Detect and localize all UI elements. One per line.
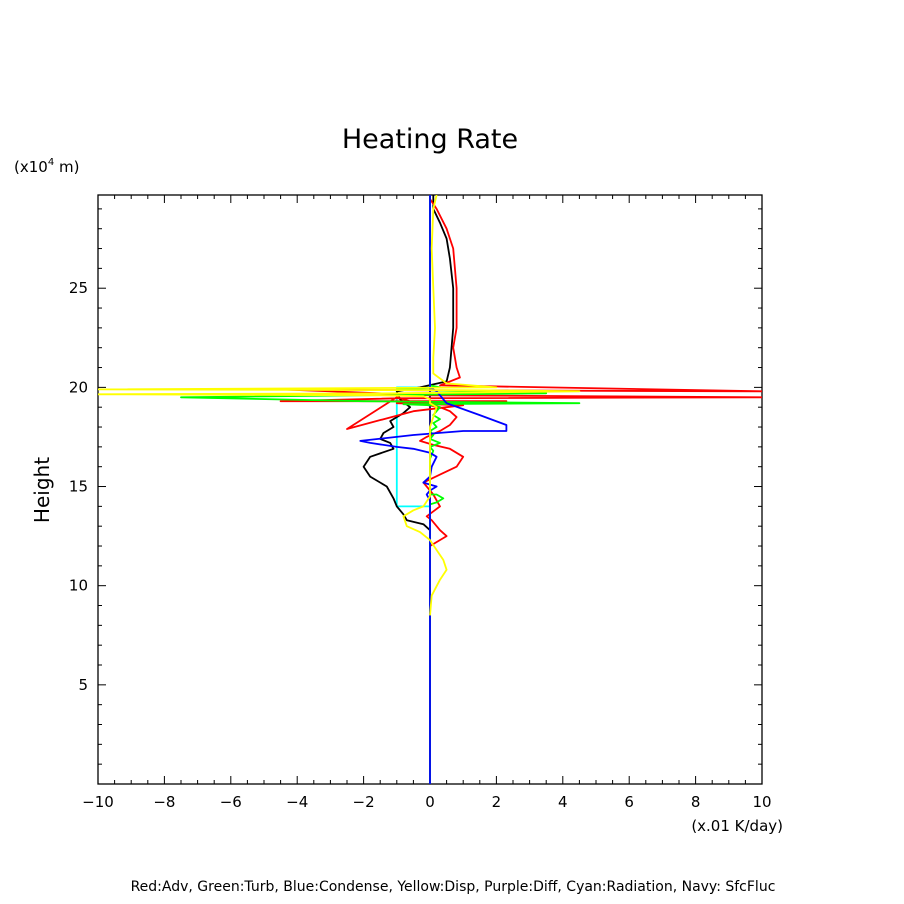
- x-tick-label: 6: [624, 793, 634, 811]
- series-line-turb: [180, 195, 581, 784]
- x-tick-label: −2: [353, 793, 375, 811]
- legend-text: Red:Adv, Green:Turb, Blue:Condense, Yell…: [131, 879, 776, 895]
- y-units-label: (x104 m): [14, 157, 79, 176]
- y-tick-label: 10: [69, 577, 88, 595]
- y-tick-label: 25: [69, 279, 88, 297]
- x-tick-label: −6: [220, 793, 242, 811]
- x-axis-label: (x.01 K/day): [691, 817, 783, 835]
- x-tick-label: 2: [492, 793, 502, 811]
- series-line-condense: [359, 195, 508, 784]
- chart-title: Heating Rate: [342, 124, 518, 155]
- series-line-adv: [279, 195, 762, 784]
- x-tick-label: −10: [82, 793, 114, 811]
- series-line-disp: [98, 195, 581, 616]
- plot-area: −10 −8 −6 −4 −2 0 2 4 6 8 10 5 10 15 20 25: [69, 194, 772, 811]
- y-tick-label: 5: [78, 676, 88, 694]
- x-tick-label: 4: [558, 793, 568, 811]
- x-tick-label: 0: [425, 793, 435, 811]
- x-tick-label: 8: [691, 793, 701, 811]
- y-axis-label: Height: [30, 457, 54, 523]
- y-tick-label: 15: [69, 478, 88, 496]
- series-line-radiation: [395, 195, 431, 784]
- y-tick-label: 20: [69, 378, 88, 396]
- series-line-unlabeled: [362, 195, 455, 784]
- x-tick-label: −4: [286, 793, 308, 811]
- x-tick-label: −8: [153, 793, 175, 811]
- x-tick-label: 10: [752, 793, 771, 811]
